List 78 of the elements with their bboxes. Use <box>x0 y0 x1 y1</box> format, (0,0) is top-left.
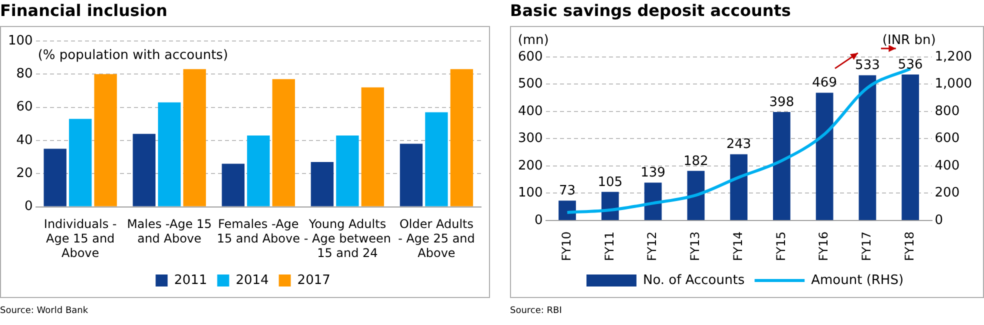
data-label: 536 <box>898 57 923 72</box>
x-tick-label: Males -Age 15 and Above <box>126 217 212 246</box>
source-note: Source: RBI <box>510 306 563 316</box>
x-tick-label: FY12 <box>645 232 660 262</box>
bar <box>336 136 359 206</box>
x-tick-label: FY18 <box>902 232 916 262</box>
data-label: 182 <box>684 154 708 169</box>
bar <box>158 102 181 206</box>
y-tick-label: 500 <box>518 76 543 92</box>
x-tick-label: FY14 <box>730 232 745 262</box>
y2-tick-label: 0 <box>934 212 944 228</box>
data-label: 533 <box>855 58 880 74</box>
bar <box>450 69 474 206</box>
bar <box>94 74 117 206</box>
x-tick-label: Individuals - Age 15 and Above <box>44 217 117 260</box>
bar <box>361 87 384 206</box>
y-tick-label: 40 <box>16 132 33 148</box>
data-label: 73 <box>558 183 576 198</box>
y-tick-label: 100 <box>8 33 33 48</box>
x-tick-label: FY11 <box>602 232 616 262</box>
legend-label: 2014 <box>236 272 269 288</box>
y-tick-label: 20 <box>16 166 33 182</box>
data-label: 469 <box>812 76 837 91</box>
y-tick-label: 600 <box>518 49 543 64</box>
data-label: 398 <box>769 94 794 110</box>
y2-tick-label: 1,200 <box>934 49 972 64</box>
y-tick-label: 0 <box>534 212 543 228</box>
legend-label: Amount (RHS) <box>811 272 904 288</box>
bar <box>272 79 295 206</box>
chart-title: Basic savings deposit accounts <box>510 0 792 22</box>
legend-label: 2017 <box>297 272 330 288</box>
x-tick-label: Young Adults - Age between 15 and 24 <box>304 217 391 260</box>
bar <box>858 75 876 220</box>
y-axis-title: (mn) <box>518 32 549 48</box>
x-tick-label: FY17 <box>860 232 874 262</box>
bar <box>816 92 834 220</box>
x-tick-label: FY13 <box>688 232 702 262</box>
bar <box>183 69 206 206</box>
bar <box>425 112 448 206</box>
x-tick-label: Females -Age 15 and Above <box>216 217 300 246</box>
x-tick-label: Older Adults - Age 25 and Above <box>398 217 475 260</box>
bar <box>773 112 790 220</box>
y-tick-label: 0 <box>24 199 33 214</box>
y-tick-label: 80 <box>16 66 33 82</box>
y-tick-label: 200 <box>518 158 543 174</box>
chart-title: Financial inclusion <box>0 0 168 22</box>
y2-axis-title: (INR bn) <box>882 32 936 48</box>
y-tick-label: 300 <box>518 131 543 146</box>
bar <box>44 148 66 206</box>
x-tick-label: FY10 <box>559 232 574 262</box>
bar <box>132 134 156 206</box>
data-label: 243 <box>726 137 752 152</box>
bar <box>247 136 270 206</box>
legend-label: No. of Accounts <box>642 272 745 288</box>
bar <box>400 144 423 206</box>
y-axis-title: (% population with accounts) <box>38 48 228 63</box>
y-tick-label: 100 <box>518 186 543 201</box>
bar <box>730 154 748 220</box>
legend-label: 2011 <box>174 272 208 288</box>
y2-tick-label: 1,000 <box>934 76 972 92</box>
bar <box>222 164 245 206</box>
bar <box>68 118 92 206</box>
bar <box>644 182 662 220</box>
y2-tick-label: 200 <box>934 186 960 201</box>
data-label: 139 <box>640 165 666 180</box>
y2-tick-label: 800 <box>934 104 960 119</box>
bar <box>902 74 920 220</box>
bar <box>310 162 334 206</box>
source-note: Source: World Bank <box>0 306 90 316</box>
y-tick-label: 60 <box>16 100 33 115</box>
y-tick-label: 400 <box>518 104 543 119</box>
data-label: 105 <box>598 174 623 190</box>
bar <box>558 200 576 220</box>
x-tick-label: FY16 <box>816 232 831 262</box>
bar <box>687 170 705 220</box>
y2-tick-label: 600 <box>934 131 960 146</box>
y2-tick-label: 400 <box>934 158 960 174</box>
x-tick-label: FY15 <box>774 232 788 262</box>
